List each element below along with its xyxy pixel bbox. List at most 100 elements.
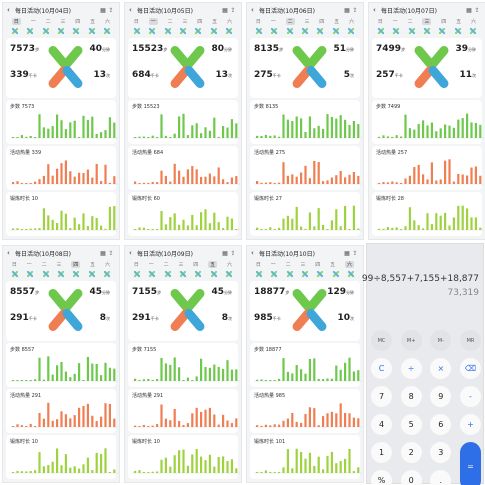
activity-ring-icon[interactable] [423, 27, 431, 35]
share-icon[interactable]: ⇪ [108, 6, 114, 14]
weekday-label[interactable]: 日 [11, 262, 17, 268]
activity-ring-icon[interactable] [301, 27, 309, 35]
activity-ring-icon[interactable] [332, 27, 340, 35]
activity-ring-icon[interactable] [88, 270, 96, 278]
steps-chart-card[interactable]: 步数 7499 [372, 100, 484, 144]
steps-chart-card[interactable]: 步数 7573 [6, 100, 118, 144]
activity-ring-icon[interactable] [316, 270, 324, 278]
weekday-label[interactable]: 四 [315, 262, 321, 268]
activity-ring-icon[interactable] [377, 27, 385, 35]
calc-key[interactable]: 8 [400, 386, 422, 407]
exercise-chart-card[interactable]: 锻炼时长 10 [6, 192, 118, 236]
weekday-label[interactable]: 六 [226, 19, 232, 25]
activity-ring-icon[interactable] [454, 27, 462, 35]
exercise-chart-card[interactable]: 锻炼时长 10 [128, 435, 240, 479]
activity-ring-icon[interactable] [408, 27, 416, 35]
steps-chart-card[interactable]: 步数 8135 [250, 100, 362, 144]
activity-ring-icon[interactable] [255, 270, 263, 278]
weekday-label[interactable]: 六 [226, 262, 232, 268]
weekday-label[interactable]: 一 [148, 18, 158, 25]
exercise-chart-card[interactable]: 锻炼时长 10 [6, 435, 118, 479]
activity-ring-icon[interactable] [26, 27, 34, 35]
activity-ring-icon[interactable] [179, 27, 187, 35]
weekday-label[interactable]: 日 [11, 18, 21, 25]
activity-ring-icon[interactable] [347, 270, 355, 278]
activity-ring-icon[interactable] [72, 27, 80, 35]
weekday-label[interactable]: 四 [319, 19, 325, 25]
weekday-label[interactable]: 日 [377, 19, 383, 25]
activity-ring-icon[interactable] [301, 270, 309, 278]
back-icon[interactable]: ‹ [129, 249, 132, 257]
weekday-label[interactable]: 日 [133, 262, 139, 268]
weekday-label[interactable]: 四 [197, 19, 203, 25]
back-icon[interactable]: ‹ [251, 6, 254, 14]
calendar-icon[interactable]: ▦ [222, 6, 228, 14]
calorie-chart-card[interactable]: 活动热量 275 [250, 146, 362, 190]
weekday-label[interactable]: 一 [26, 262, 32, 268]
activity-ring-icon[interactable] [270, 270, 278, 278]
weekday-label[interactable]: 五 [208, 261, 218, 268]
activity-ring-icon[interactable] [57, 27, 65, 35]
activity-ring-icon[interactable] [194, 27, 202, 35]
activity-ring-icon[interactable] [286, 27, 294, 35]
weekday-label[interactable]: 五 [330, 262, 336, 268]
back-icon[interactable]: ‹ [373, 6, 376, 14]
steps-chart-card[interactable]: 步数 18877 [250, 343, 362, 387]
calc-key[interactable]: . [430, 470, 452, 485]
activity-ring-icon[interactable] [88, 27, 96, 35]
weekday-label[interactable]: 一 [270, 262, 276, 268]
share-icon[interactable]: ⇪ [108, 249, 114, 257]
calc-key[interactable]: - [459, 386, 481, 407]
weekday-label[interactable]: 六 [470, 19, 476, 25]
calorie-chart-card[interactable]: 活动热量 291 [128, 389, 240, 433]
calc-key[interactable]: M- [430, 330, 452, 351]
weekday-label[interactable]: 五 [212, 19, 218, 25]
activity-ring-icon[interactable] [26, 270, 34, 278]
weekday-label[interactable]: 六 [104, 262, 110, 268]
calendar-icon[interactable]: ▦ [466, 6, 472, 14]
weekday-label[interactable]: 三 [304, 19, 310, 25]
weekday-label[interactable]: 六 [348, 19, 354, 25]
weekday-label[interactable]: 二 [285, 262, 291, 268]
calc-key[interactable]: ⌫ [459, 358, 481, 379]
weekday-label[interactable]: 二 [167, 19, 173, 25]
calc-key[interactable]: MC [371, 330, 392, 351]
weekday-label[interactable]: 日 [255, 262, 261, 268]
weekday-label[interactable]: 五 [90, 262, 96, 268]
weekday-label[interactable]: 二 [45, 19, 51, 25]
weekday-label[interactable]: 六 [104, 19, 110, 25]
share-icon[interactable]: ⇪ [230, 6, 236, 14]
activity-ring-icon[interactable] [210, 270, 218, 278]
back-icon[interactable]: ‹ [7, 6, 10, 14]
calc-key[interactable]: 3 [430, 442, 452, 463]
weekday-label[interactable]: 四 [75, 19, 81, 25]
activity-ring-icon[interactable] [225, 270, 233, 278]
share-icon[interactable]: ⇪ [474, 6, 480, 14]
activity-ring-icon[interactable] [316, 27, 324, 35]
share-icon[interactable]: ⇪ [352, 249, 358, 257]
activity-ring-icon[interactable] [164, 270, 172, 278]
weekday-label[interactable]: 四 [71, 261, 81, 268]
calc-key[interactable]: 1 [371, 442, 392, 463]
activity-ring-icon[interactable] [179, 270, 187, 278]
calc-key[interactable]: C [371, 358, 392, 379]
activity-ring-icon[interactable] [286, 270, 294, 278]
steps-chart-card[interactable]: 步数 8557 [6, 343, 118, 387]
weekday-label[interactable]: 一 [392, 19, 398, 25]
weekday-label[interactable]: 四 [441, 19, 447, 25]
weekday-label[interactable]: 三 [300, 262, 306, 268]
activity-ring-icon[interactable] [194, 270, 202, 278]
calorie-chart-card[interactable]: 活动热量 684 [128, 146, 240, 190]
weekday-label[interactable]: 一 [30, 19, 36, 25]
calc-key[interactable]: 7 [371, 386, 392, 407]
exercise-chart-card[interactable]: 锻炼时长 101 [250, 435, 362, 479]
back-icon[interactable]: ‹ [251, 249, 254, 257]
calc-key[interactable]: 9 [430, 386, 452, 407]
activity-ring-icon[interactable] [225, 27, 233, 35]
back-icon[interactable]: ‹ [7, 249, 10, 257]
activity-ring-icon[interactable] [392, 27, 400, 35]
weekday-label[interactable]: 一 [270, 19, 276, 25]
weekday-label[interactable]: 六 [344, 261, 354, 268]
activity-ring-icon[interactable] [148, 27, 156, 35]
activity-ring-icon[interactable] [164, 27, 172, 35]
